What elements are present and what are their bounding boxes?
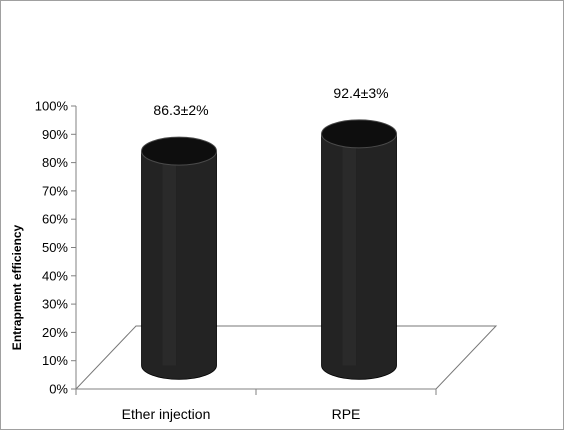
y-tick-label: 80% [42, 155, 68, 170]
bar-body [321, 133, 397, 380]
y-tick-label: 10% [42, 353, 68, 368]
bar-1 [141, 136, 218, 380]
bar-top [141, 136, 218, 166]
y-tick-label: 60% [42, 212, 68, 227]
y-tick-label: 70% [42, 183, 68, 198]
bar-body [141, 150, 217, 380]
data-label-2: 92.4±3% [333, 85, 388, 101]
y-tick-label: 90% [42, 127, 68, 142]
data-label-1: 86.3±2% [153, 102, 208, 118]
bar-highlight [162, 157, 177, 366]
y-tick-label: 40% [42, 268, 68, 283]
category-label-2: RPE [332, 406, 361, 422]
y-tick-label: 0% [49, 382, 68, 397]
y-tick-label: 20% [42, 325, 68, 340]
category-label-1: Ether injection [122, 406, 211, 422]
y-tick-label: 50% [42, 240, 68, 255]
bar-highlight [342, 139, 357, 366]
bar-2 [321, 119, 398, 380]
chart-floor [74, 325, 498, 390]
y-tick-label: 100% [35, 99, 69, 114]
y-tick-label: 30% [42, 297, 68, 312]
y-axis-title: Entrapment efficiency [10, 224, 24, 350]
bar-top [321, 119, 398, 149]
